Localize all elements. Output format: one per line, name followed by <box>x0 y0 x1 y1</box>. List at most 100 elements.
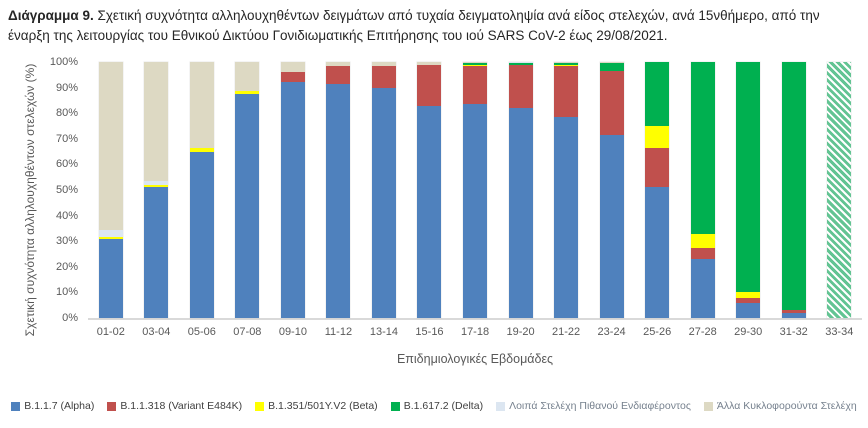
bar-slot-23-24: 23-24 <box>589 62 635 338</box>
segment-29-30-e484k <box>736 297 761 303</box>
segment-31-32-alpha <box>781 312 806 318</box>
x-axis-title: Επιδημιολογικές Εβδομάδες <box>396 352 554 366</box>
segment-21-22-delta <box>554 63 579 65</box>
segment-17-18-beta <box>463 64 488 66</box>
segment-33-34-delta <box>827 62 852 318</box>
segment-25-26-beta <box>645 126 670 148</box>
legend-swatch-beta <box>255 401 265 411</box>
bar-slot-09-10: 09-10 <box>270 62 316 338</box>
segment-07-08-beta <box>235 91 260 94</box>
legend-item-e484k: B.1.1.318 (Variant E484K) <box>107 400 242 412</box>
x-tick-03-04: 03-04 <box>142 326 171 338</box>
segment-07-08-alpha <box>235 94 260 318</box>
segment-13-14-e484k <box>371 65 396 88</box>
segment-27-28-beta <box>690 233 715 248</box>
segment-29-30-alpha <box>736 302 761 318</box>
y-tick-10: 10% <box>55 286 78 299</box>
bar-slot-27-28: 27-28 <box>680 62 726 338</box>
bar-slot-21-22: 21-22 <box>543 62 589 338</box>
segment-09-10-other_circulating <box>280 62 305 73</box>
segment-05-06-alpha <box>189 151 214 318</box>
segment-01-02-alpha <box>98 238 123 318</box>
y-tick-0: 0% <box>62 312 78 324</box>
chart-title: Διάγραμμα 9. Σχετική συχνότητα αλληλουχη… <box>8 6 862 47</box>
x-tick-33-34: 33-34 <box>825 326 854 338</box>
segment-11-12-e484k <box>326 65 351 84</box>
segment-23-24-e484k <box>599 70 624 135</box>
segment-21-22-other_circulating <box>554 62 579 64</box>
segment-07-08-other_circulating <box>235 62 260 92</box>
legend-swatch-delta <box>390 401 400 411</box>
chart-title-text: Σχετική συχνότητα αλληλουχηθέντων δειγμά… <box>8 8 820 44</box>
segment-19-20-e484k <box>508 64 533 109</box>
segment-25-26-e484k <box>645 147 670 188</box>
segment-29-30-delta <box>736 62 761 293</box>
x-tick-29-30: 29-30 <box>734 326 763 338</box>
x-tick-09-10: 09-10 <box>278 326 307 338</box>
y-tick-60: 60% <box>55 158 78 171</box>
segment-03-04-other_circulating <box>144 62 169 182</box>
segment-17-18-other_circulating <box>463 62 488 64</box>
bar-23-24 <box>599 62 624 318</box>
legend-label-other_interest: Λοιπά Στελέχη Πιθανού Ενδιαφέροντος <box>509 400 691 412</box>
segment-05-06-beta <box>189 147 214 152</box>
x-tick-15-16: 15-16 <box>415 326 444 338</box>
legend-label-delta: B.1.617.2 (Delta) <box>403 400 484 412</box>
segment-01-02-other_circulating <box>98 62 123 230</box>
x-tick-13-14: 13-14 <box>369 326 399 338</box>
segment-09-10-alpha <box>280 82 305 318</box>
bar-05-06 <box>189 62 214 318</box>
x-tick-25-26: 25-26 <box>643 326 672 338</box>
segment-03-04-other_interest <box>144 181 169 185</box>
segment-15-16-other_circulating <box>417 62 442 65</box>
segment-23-24-alpha <box>599 134 624 318</box>
segment-11-12-alpha <box>326 83 351 318</box>
legend-item-other_interest: Λοιπά Στελέχη Πιθανού Ενδιαφέροντος <box>496 400 691 412</box>
x-tick-01-02: 01-02 <box>96 326 125 338</box>
segment-11-12-other_circulating <box>326 62 351 66</box>
legend-item-beta: B.1.351/501Y.V2 (Beta) <box>255 400 378 412</box>
bar-11-12 <box>326 62 351 318</box>
x-tick-07-08: 07-08 <box>233 326 262 338</box>
y-axis-ticks: 0% 10% 20% 30% 40% 50% 60% 70% 80% 90% 100% <box>46 56 84 324</box>
y-tick-20: 20% <box>55 260 78 273</box>
x-tick-05-06: 05-06 <box>187 326 216 338</box>
segment-27-28-delta <box>690 62 715 234</box>
segment-21-22-beta <box>554 64 579 66</box>
bar-slot-25-26: 25-26 <box>634 62 680 338</box>
legend-item-other_circulating: Άλλα Κυκλοφορούντα Στελέχη <box>703 400 857 412</box>
bar-31-32 <box>781 62 806 318</box>
legend-label-e484k: B.1.1.318 (Variant E484K) <box>120 400 243 412</box>
segment-03-04-beta <box>144 184 169 188</box>
segment-19-20-delta <box>508 63 533 65</box>
bar-27-28 <box>690 62 715 318</box>
bar-slot-33-34: 33-34 <box>817 62 863 338</box>
x-tick-17-18: 17-18 <box>460 326 490 338</box>
segment-15-16-alpha <box>417 105 442 318</box>
y-tick-50: 50% <box>55 184 78 196</box>
legend-swatch-alpha <box>11 401 21 411</box>
bar-29-30 <box>736 62 761 318</box>
segment-13-14-other_circulating <box>371 62 396 66</box>
segment-01-02-beta <box>98 237 123 239</box>
bar-15-16 <box>417 62 442 318</box>
y-axis-title: Σχετική συχνότητα αλληλουχηθέντων στελεχ… <box>23 63 37 337</box>
y-tick-90: 90% <box>55 81 78 94</box>
bar-slot-01-02: 01-02 <box>88 62 134 338</box>
legend-label-alpha: B.1.1.7 (Alpha) <box>24 400 95 412</box>
plot-area: 01-02 03-04 05-06 07-08 09-10 11-12 13-14 15-16… <box>88 62 863 338</box>
bar-slot-03-04: 03-04 <box>134 62 180 338</box>
bar-03-04 <box>144 62 169 318</box>
bar-25-26 <box>645 62 670 318</box>
legend-item-delta: B.1.617.2 (Delta) <box>390 400 484 412</box>
segment-19-20-other_interest <box>508 62 533 64</box>
bar-slot-31-32: 31-32 <box>771 62 817 338</box>
y-tick-40: 40% <box>55 209 78 222</box>
segment-01-02-other_interest <box>98 229 123 238</box>
segment-03-04-alpha <box>144 187 169 318</box>
bar-33-34 <box>827 62 852 318</box>
x-tick-23-24: 23-24 <box>597 326 626 338</box>
bar-09-10 <box>280 62 305 318</box>
segment-31-32-e484k <box>781 310 806 313</box>
